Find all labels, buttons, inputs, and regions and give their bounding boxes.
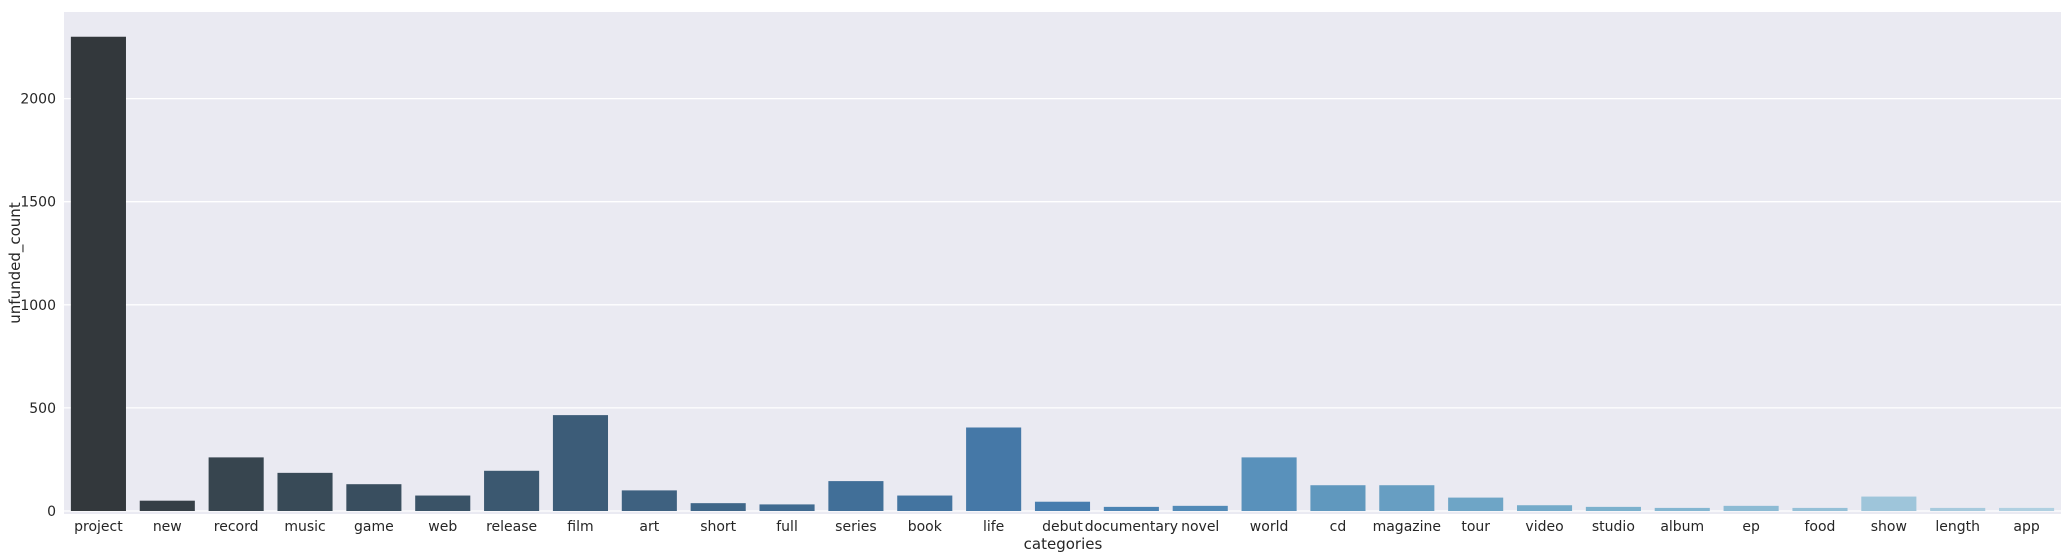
bar-novel	[1172, 505, 1228, 511]
x-tick-label: music	[284, 519, 325, 535]
y-axis-label: unfunded_count	[6, 202, 25, 324]
y-tick-label: 2000	[20, 92, 56, 108]
bar-short	[690, 503, 746, 511]
bar-series	[828, 481, 884, 511]
bar-cd	[1310, 485, 1366, 511]
x-tick-label: debut	[1042, 519, 1083, 535]
x-tick-label: web	[428, 519, 457, 535]
x-tick-label: video	[1525, 519, 1563, 535]
x-tick-label: project	[74, 519, 123, 535]
x-tick-label: tour	[1461, 519, 1490, 535]
bar-tour	[1448, 497, 1504, 511]
x-tick-label: ep	[1742, 519, 1760, 535]
bar-web	[415, 495, 471, 511]
bar-app	[1999, 507, 2055, 511]
bar-new	[139, 500, 195, 511]
bar-release	[484, 470, 540, 511]
x-tick-label: release	[486, 519, 537, 535]
bar-film	[552, 415, 609, 511]
bar-music	[277, 472, 333, 511]
plot-background	[64, 12, 2061, 514]
bar-documentary	[1103, 506, 1159, 511]
bar-album	[1654, 507, 1710, 511]
y-tick-label: 500	[29, 401, 56, 417]
bar-show	[1861, 496, 1917, 511]
x-tick-label: novel	[1181, 519, 1219, 535]
x-tick-label: record	[214, 519, 259, 535]
bar-studio	[1585, 506, 1641, 511]
bar-world	[1241, 457, 1297, 511]
x-tick-label: life	[983, 519, 1004, 535]
x-tick-label: game	[354, 519, 394, 535]
x-tick-label: art	[639, 519, 659, 535]
x-tick-labels: project new record music game web release film a…	[74, 519, 2040, 535]
x-tick-label: show	[1871, 519, 1907, 535]
bars	[70, 36, 2055, 511]
bar-length	[1930, 507, 1986, 511]
x-axis-label: categories	[1024, 535, 1103, 553]
x-tick-label: book	[908, 519, 943, 535]
x-tick-label: film	[567, 519, 593, 535]
y-tick-label: 1500	[20, 195, 56, 211]
bar-food	[1792, 507, 1848, 511]
bar-life	[966, 427, 1022, 511]
x-tick-label: food	[1805, 519, 1836, 535]
x-tick-label: magazine	[1373, 519, 1441, 535]
x-tick-label: documentary	[1085, 519, 1178, 535]
y-tick-label: 0	[47, 504, 56, 520]
bar-full	[759, 504, 815, 511]
y-tick-label: 1000	[20, 298, 56, 314]
bar-video	[1516, 505, 1573, 511]
bar-ep	[1723, 505, 1779, 511]
bar-art	[621, 490, 677, 511]
x-tick-label: studio	[1592, 519, 1635, 535]
x-tick-label: cd	[1330, 519, 1347, 535]
bar-book	[897, 495, 953, 511]
y-tick-labels: 0 500 1000 1500 2000	[20, 92, 56, 520]
bar-project	[70, 36, 126, 511]
x-tick-label: series	[835, 519, 876, 535]
bar-magazine	[1379, 485, 1435, 511]
x-tick-label: world	[1250, 519, 1289, 535]
bar-debut	[1034, 501, 1091, 511]
bar-record	[208, 457, 264, 511]
x-tick-label: new	[153, 519, 182, 535]
bar-game	[346, 484, 402, 511]
x-tick-label: album	[1660, 519, 1704, 535]
x-tick-label: app	[2013, 519, 2039, 535]
x-tick-label: length	[1935, 519, 1980, 535]
x-tick-label: full	[776, 519, 798, 535]
x-tick-label: short	[700, 519, 736, 535]
